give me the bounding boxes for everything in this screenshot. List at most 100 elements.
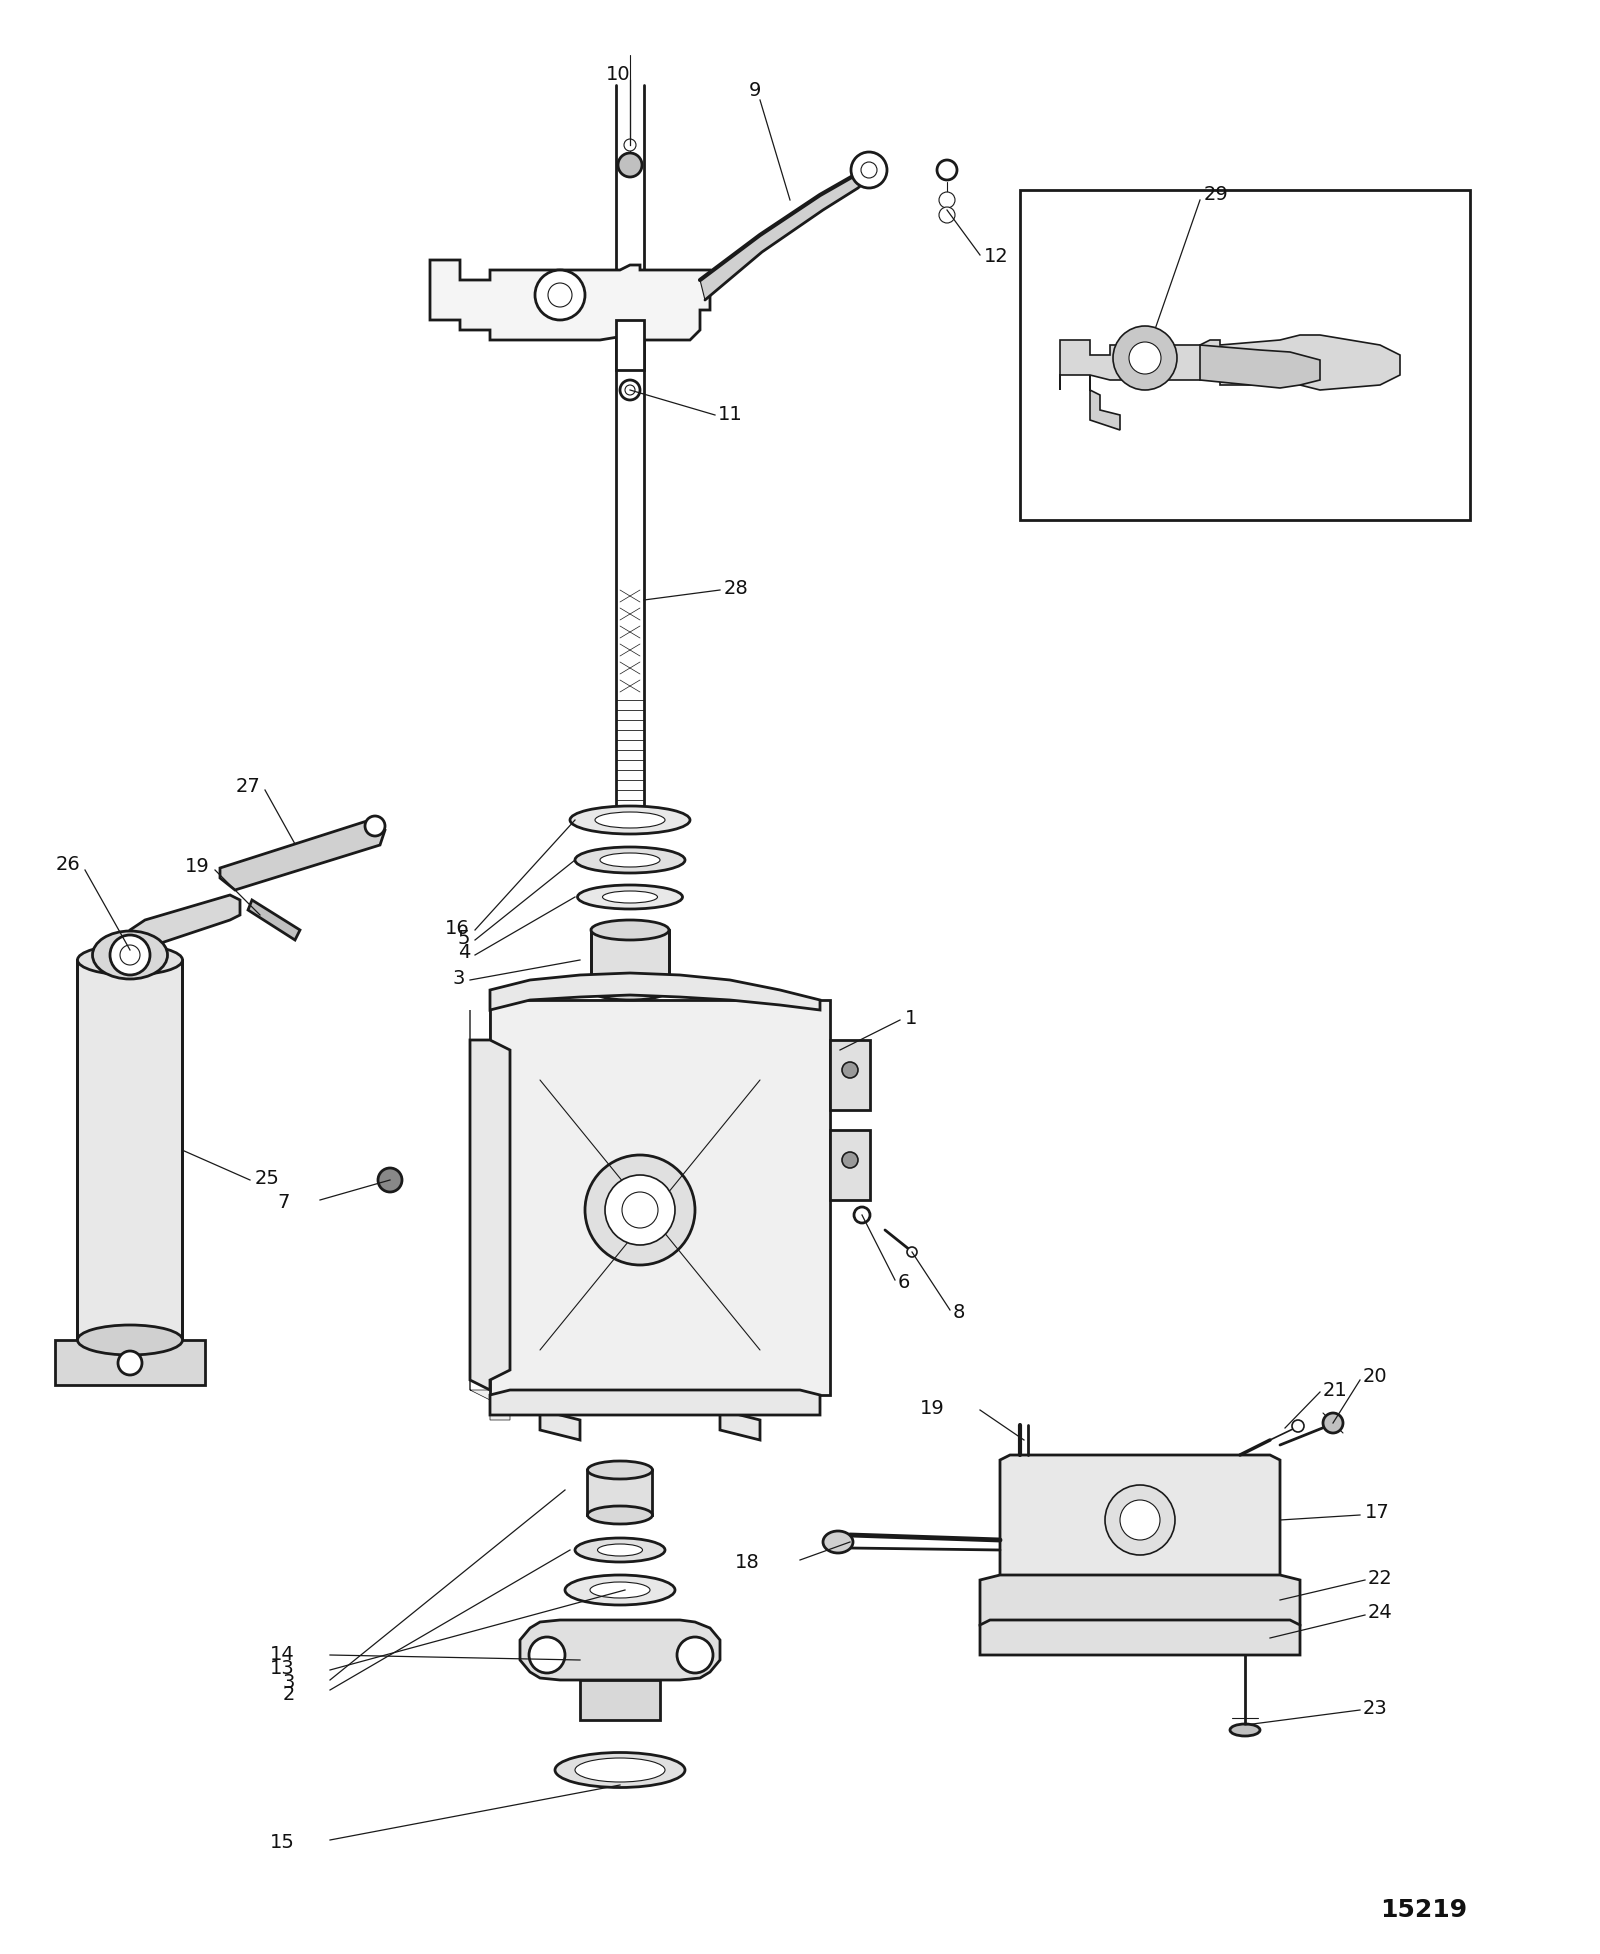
Circle shape — [1106, 1485, 1174, 1555]
Ellipse shape — [574, 1538, 666, 1561]
Ellipse shape — [77, 1325, 182, 1354]
Polygon shape — [830, 1129, 870, 1200]
Ellipse shape — [77, 946, 182, 975]
Ellipse shape — [578, 885, 683, 909]
Text: 8: 8 — [954, 1303, 965, 1321]
Ellipse shape — [570, 805, 690, 834]
Circle shape — [1114, 326, 1178, 391]
Text: 11: 11 — [718, 406, 742, 424]
Text: 25: 25 — [254, 1168, 280, 1188]
Circle shape — [938, 160, 957, 180]
Circle shape — [1323, 1413, 1342, 1432]
Text: 4: 4 — [458, 944, 470, 963]
Circle shape — [530, 1637, 565, 1673]
Polygon shape — [470, 1000, 830, 1421]
Ellipse shape — [1230, 1723, 1261, 1735]
Polygon shape — [541, 1389, 579, 1440]
Circle shape — [547, 283, 573, 307]
Ellipse shape — [590, 920, 669, 940]
Ellipse shape — [574, 1759, 666, 1782]
Circle shape — [378, 1168, 402, 1192]
Circle shape — [1130, 342, 1162, 373]
Ellipse shape — [93, 930, 168, 979]
Polygon shape — [248, 901, 301, 940]
Circle shape — [1293, 1421, 1304, 1432]
Polygon shape — [579, 1680, 661, 1720]
Polygon shape — [979, 1620, 1299, 1655]
Polygon shape — [701, 162, 872, 301]
Bar — [541, 1081, 760, 1350]
Ellipse shape — [595, 813, 666, 828]
Polygon shape — [616, 320, 643, 369]
Circle shape — [677, 1637, 714, 1673]
Bar — [587, 1469, 653, 1514]
Text: 18: 18 — [736, 1553, 760, 1571]
Text: 16: 16 — [445, 918, 470, 938]
Ellipse shape — [600, 854, 661, 868]
Text: 23: 23 — [1363, 1698, 1387, 1718]
Text: 29: 29 — [1205, 186, 1229, 205]
Text: 28: 28 — [723, 578, 749, 598]
Text: 24: 24 — [1368, 1604, 1392, 1622]
Text: 20: 20 — [1363, 1368, 1387, 1387]
Text: 17: 17 — [1365, 1503, 1390, 1522]
Circle shape — [854, 1208, 870, 1223]
Circle shape — [622, 1192, 658, 1227]
Ellipse shape — [590, 1583, 650, 1598]
Polygon shape — [979, 1575, 1299, 1626]
Ellipse shape — [587, 1462, 653, 1479]
Text: 3: 3 — [283, 1673, 294, 1692]
Text: 2: 2 — [283, 1686, 294, 1704]
Circle shape — [907, 1247, 917, 1256]
Polygon shape — [1200, 346, 1320, 389]
Circle shape — [120, 946, 141, 965]
Text: 1: 1 — [906, 1008, 917, 1028]
Polygon shape — [54, 1340, 205, 1385]
Polygon shape — [470, 1040, 510, 1389]
Circle shape — [118, 1350, 142, 1376]
Text: 26: 26 — [56, 856, 80, 875]
Text: 14: 14 — [270, 1645, 294, 1665]
Polygon shape — [490, 1389, 819, 1415]
Text: 3: 3 — [453, 969, 466, 987]
Text: 27: 27 — [235, 778, 259, 797]
Circle shape — [842, 1153, 858, 1168]
Bar — [1010, 1469, 1270, 1565]
Text: 10: 10 — [606, 66, 630, 84]
Text: 5: 5 — [458, 928, 470, 948]
Circle shape — [110, 936, 150, 975]
Circle shape — [621, 379, 640, 401]
Ellipse shape — [590, 981, 669, 1000]
Text: 21: 21 — [1323, 1380, 1347, 1399]
Circle shape — [861, 162, 877, 178]
Ellipse shape — [555, 1753, 685, 1788]
Bar — [1021, 190, 1470, 520]
Polygon shape — [720, 1389, 760, 1440]
Ellipse shape — [565, 1575, 675, 1604]
Text: 13: 13 — [270, 1659, 294, 1677]
Circle shape — [939, 191, 955, 207]
Bar — [490, 1000, 830, 1395]
Polygon shape — [1090, 375, 1120, 430]
Bar — [590, 930, 669, 991]
Circle shape — [618, 152, 642, 178]
Polygon shape — [520, 1620, 720, 1680]
Text: 19: 19 — [186, 858, 210, 877]
Circle shape — [605, 1174, 675, 1245]
Polygon shape — [430, 260, 710, 340]
Text: 6: 6 — [898, 1272, 910, 1292]
Polygon shape — [1059, 334, 1400, 391]
Text: 22: 22 — [1368, 1569, 1392, 1587]
Ellipse shape — [597, 1544, 643, 1555]
Circle shape — [534, 270, 586, 320]
Bar — [77, 959, 182, 1340]
Text: 15: 15 — [270, 1833, 294, 1852]
Polygon shape — [221, 821, 386, 889]
Polygon shape — [130, 895, 240, 946]
Circle shape — [851, 152, 886, 188]
Text: 15219: 15219 — [1379, 1897, 1467, 1923]
Text: 19: 19 — [920, 1399, 946, 1417]
Circle shape — [842, 1063, 858, 1079]
Polygon shape — [490, 973, 819, 1010]
Ellipse shape — [822, 1532, 853, 1553]
